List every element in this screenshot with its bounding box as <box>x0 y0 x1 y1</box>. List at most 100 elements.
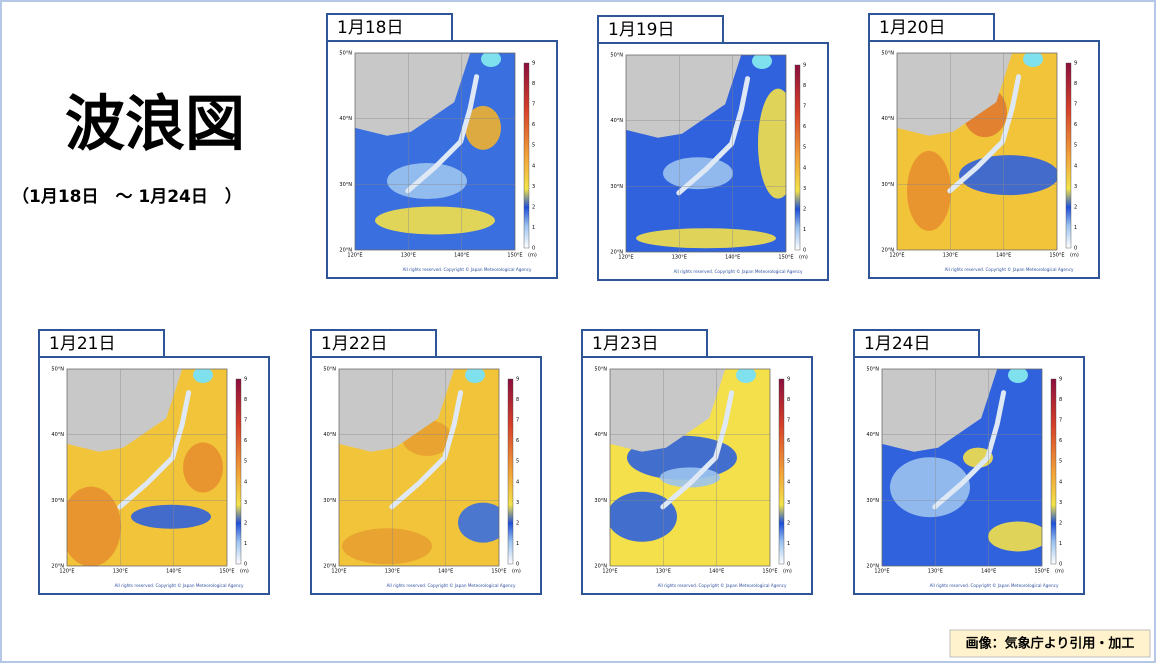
lat-label: 30°N <box>51 498 64 504</box>
lat-label: 40°N <box>881 116 894 122</box>
lat-label: 40°N <box>610 118 623 124</box>
colorbar-tick: 3 <box>803 186 806 192</box>
land <box>67 369 183 452</box>
japan <box>947 74 1022 194</box>
map <box>626 55 786 252</box>
lat-label: 30°N <box>339 182 352 188</box>
wave-area <box>131 504 211 529</box>
lat-label: 50°N <box>51 367 64 373</box>
colorbar-tick: 0 <box>1059 562 1062 568</box>
copyright: All rights reserved. Copyright © Japan M… <box>658 583 787 588</box>
lat-label: 50°N <box>610 53 623 59</box>
copyright: All rights reserved. Copyright © Japan M… <box>930 583 1059 588</box>
lon-label: 130°E <box>113 569 128 575</box>
colorbar-tick: 3 <box>1074 184 1077 190</box>
lon-label: 150°E <box>778 255 793 261</box>
wave-area <box>610 491 677 542</box>
colorbar-tick: 1 <box>787 541 790 547</box>
wave-area <box>375 206 495 235</box>
date-label: 1月23日 <box>592 334 658 354</box>
lat-label: 50°N <box>323 367 336 373</box>
date-label: 1月18日 <box>337 18 403 38</box>
map <box>67 369 227 566</box>
lat-label: 20°N <box>594 564 607 570</box>
colorbar-tick: 5 <box>1074 143 1077 149</box>
colorbar-tick: 9 <box>244 377 247 383</box>
land <box>897 53 1013 136</box>
lon-label: 120°E <box>59 569 74 575</box>
lon-label: 130°E <box>401 253 416 259</box>
wave-area <box>387 163 467 200</box>
map <box>339 369 499 566</box>
lon-label: 140°E <box>166 569 181 575</box>
colorbar-tick: 4 <box>532 163 535 169</box>
lat-label: 30°N <box>594 498 607 504</box>
colorbar-tick: 9 <box>532 61 535 67</box>
colorbar-tick: 5 <box>244 459 247 465</box>
date-label: 1月24日 <box>864 334 930 354</box>
colorbar-tick: 2 <box>516 520 519 526</box>
lat-label: 20°N <box>51 564 64 570</box>
date-tab <box>868 13 995 42</box>
lon-label: 150°E <box>219 569 234 575</box>
wave-area <box>465 105 501 150</box>
colorbar-tick: 5 <box>1059 459 1062 465</box>
lat-label: 20°N <box>881 248 894 254</box>
colorbar-tick: 1 <box>803 227 806 233</box>
lon-label: 120°E <box>602 569 617 575</box>
wave-area <box>959 155 1057 196</box>
map <box>610 369 770 566</box>
colorbar-tick: 4 <box>1074 163 1077 169</box>
colorbar-tick: 7 <box>1074 102 1077 108</box>
lon-label: 130°E <box>385 569 400 575</box>
date-label: 1月19日 <box>608 20 674 40</box>
colorbar-tick: 4 <box>244 479 247 485</box>
japan <box>117 390 192 510</box>
colorbar-tick: 2 <box>1059 520 1062 526</box>
colorbar-tick: 7 <box>803 104 806 110</box>
wave-area <box>183 442 223 493</box>
lat-label: 20°N <box>610 250 623 256</box>
date-tab <box>310 329 437 358</box>
colorbar-tick: 2 <box>1074 204 1077 210</box>
colorbar-tick: 8 <box>532 81 535 87</box>
wave-area <box>67 486 121 566</box>
lat-label: 30°N <box>323 498 336 504</box>
map <box>882 369 1042 566</box>
wave-area <box>636 228 776 249</box>
lon-label: 120°E <box>874 569 889 575</box>
date-tab <box>581 329 708 358</box>
colorbar-tick: 8 <box>244 397 247 403</box>
colorbar-tick: 5 <box>803 145 806 151</box>
unit: (m) <box>1055 569 1064 575</box>
lat-label: 30°N <box>866 498 879 504</box>
copyright: All rights reserved. Copyright © Japan M… <box>115 583 244 588</box>
sea-ice <box>1023 53 1043 67</box>
lat-label: 20°N <box>339 248 352 254</box>
lon-label: 120°E <box>331 569 346 575</box>
colorbar-tick: 5 <box>787 459 790 465</box>
colorbar-tick: 0 <box>244 562 247 568</box>
sea-ice <box>481 53 501 67</box>
colorbar-tick: 9 <box>803 63 806 69</box>
lat-label: 30°N <box>610 184 623 190</box>
lon-label: 120°E <box>618 255 633 261</box>
colorbar <box>1050 378 1057 565</box>
date-tab <box>597 15 724 44</box>
unit: (m) <box>783 569 792 575</box>
lat-label: 30°N <box>881 182 894 188</box>
lon-label: 140°E <box>709 569 724 575</box>
japan <box>389 390 464 510</box>
lon-label: 120°E <box>347 253 362 259</box>
subtitle: （1月18日 ～ 1月24日 ） <box>12 186 242 207</box>
colorbar-tick: 6 <box>787 438 790 444</box>
colorbar <box>1065 62 1072 249</box>
lon-label: 130°E <box>943 253 958 259</box>
credit-box <box>949 629 1151 658</box>
unit: (m) <box>240 569 249 575</box>
date-label: 1月20日 <box>879 18 945 38</box>
